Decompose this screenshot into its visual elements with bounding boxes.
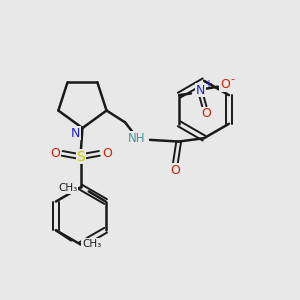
Text: CH₃: CH₃ [82, 239, 101, 249]
Text: -: - [230, 74, 234, 84]
Text: O: O [50, 147, 60, 160]
Text: NH: NH [128, 132, 145, 145]
Text: O: O [201, 107, 211, 120]
Text: S: S [76, 150, 85, 164]
Text: N: N [196, 83, 205, 97]
Text: O: O [102, 147, 112, 160]
Text: N: N [71, 127, 80, 140]
Text: O: O [220, 79, 230, 92]
Text: CH₃: CH₃ [59, 183, 78, 193]
Text: O: O [170, 164, 180, 177]
Text: +: + [204, 79, 212, 89]
